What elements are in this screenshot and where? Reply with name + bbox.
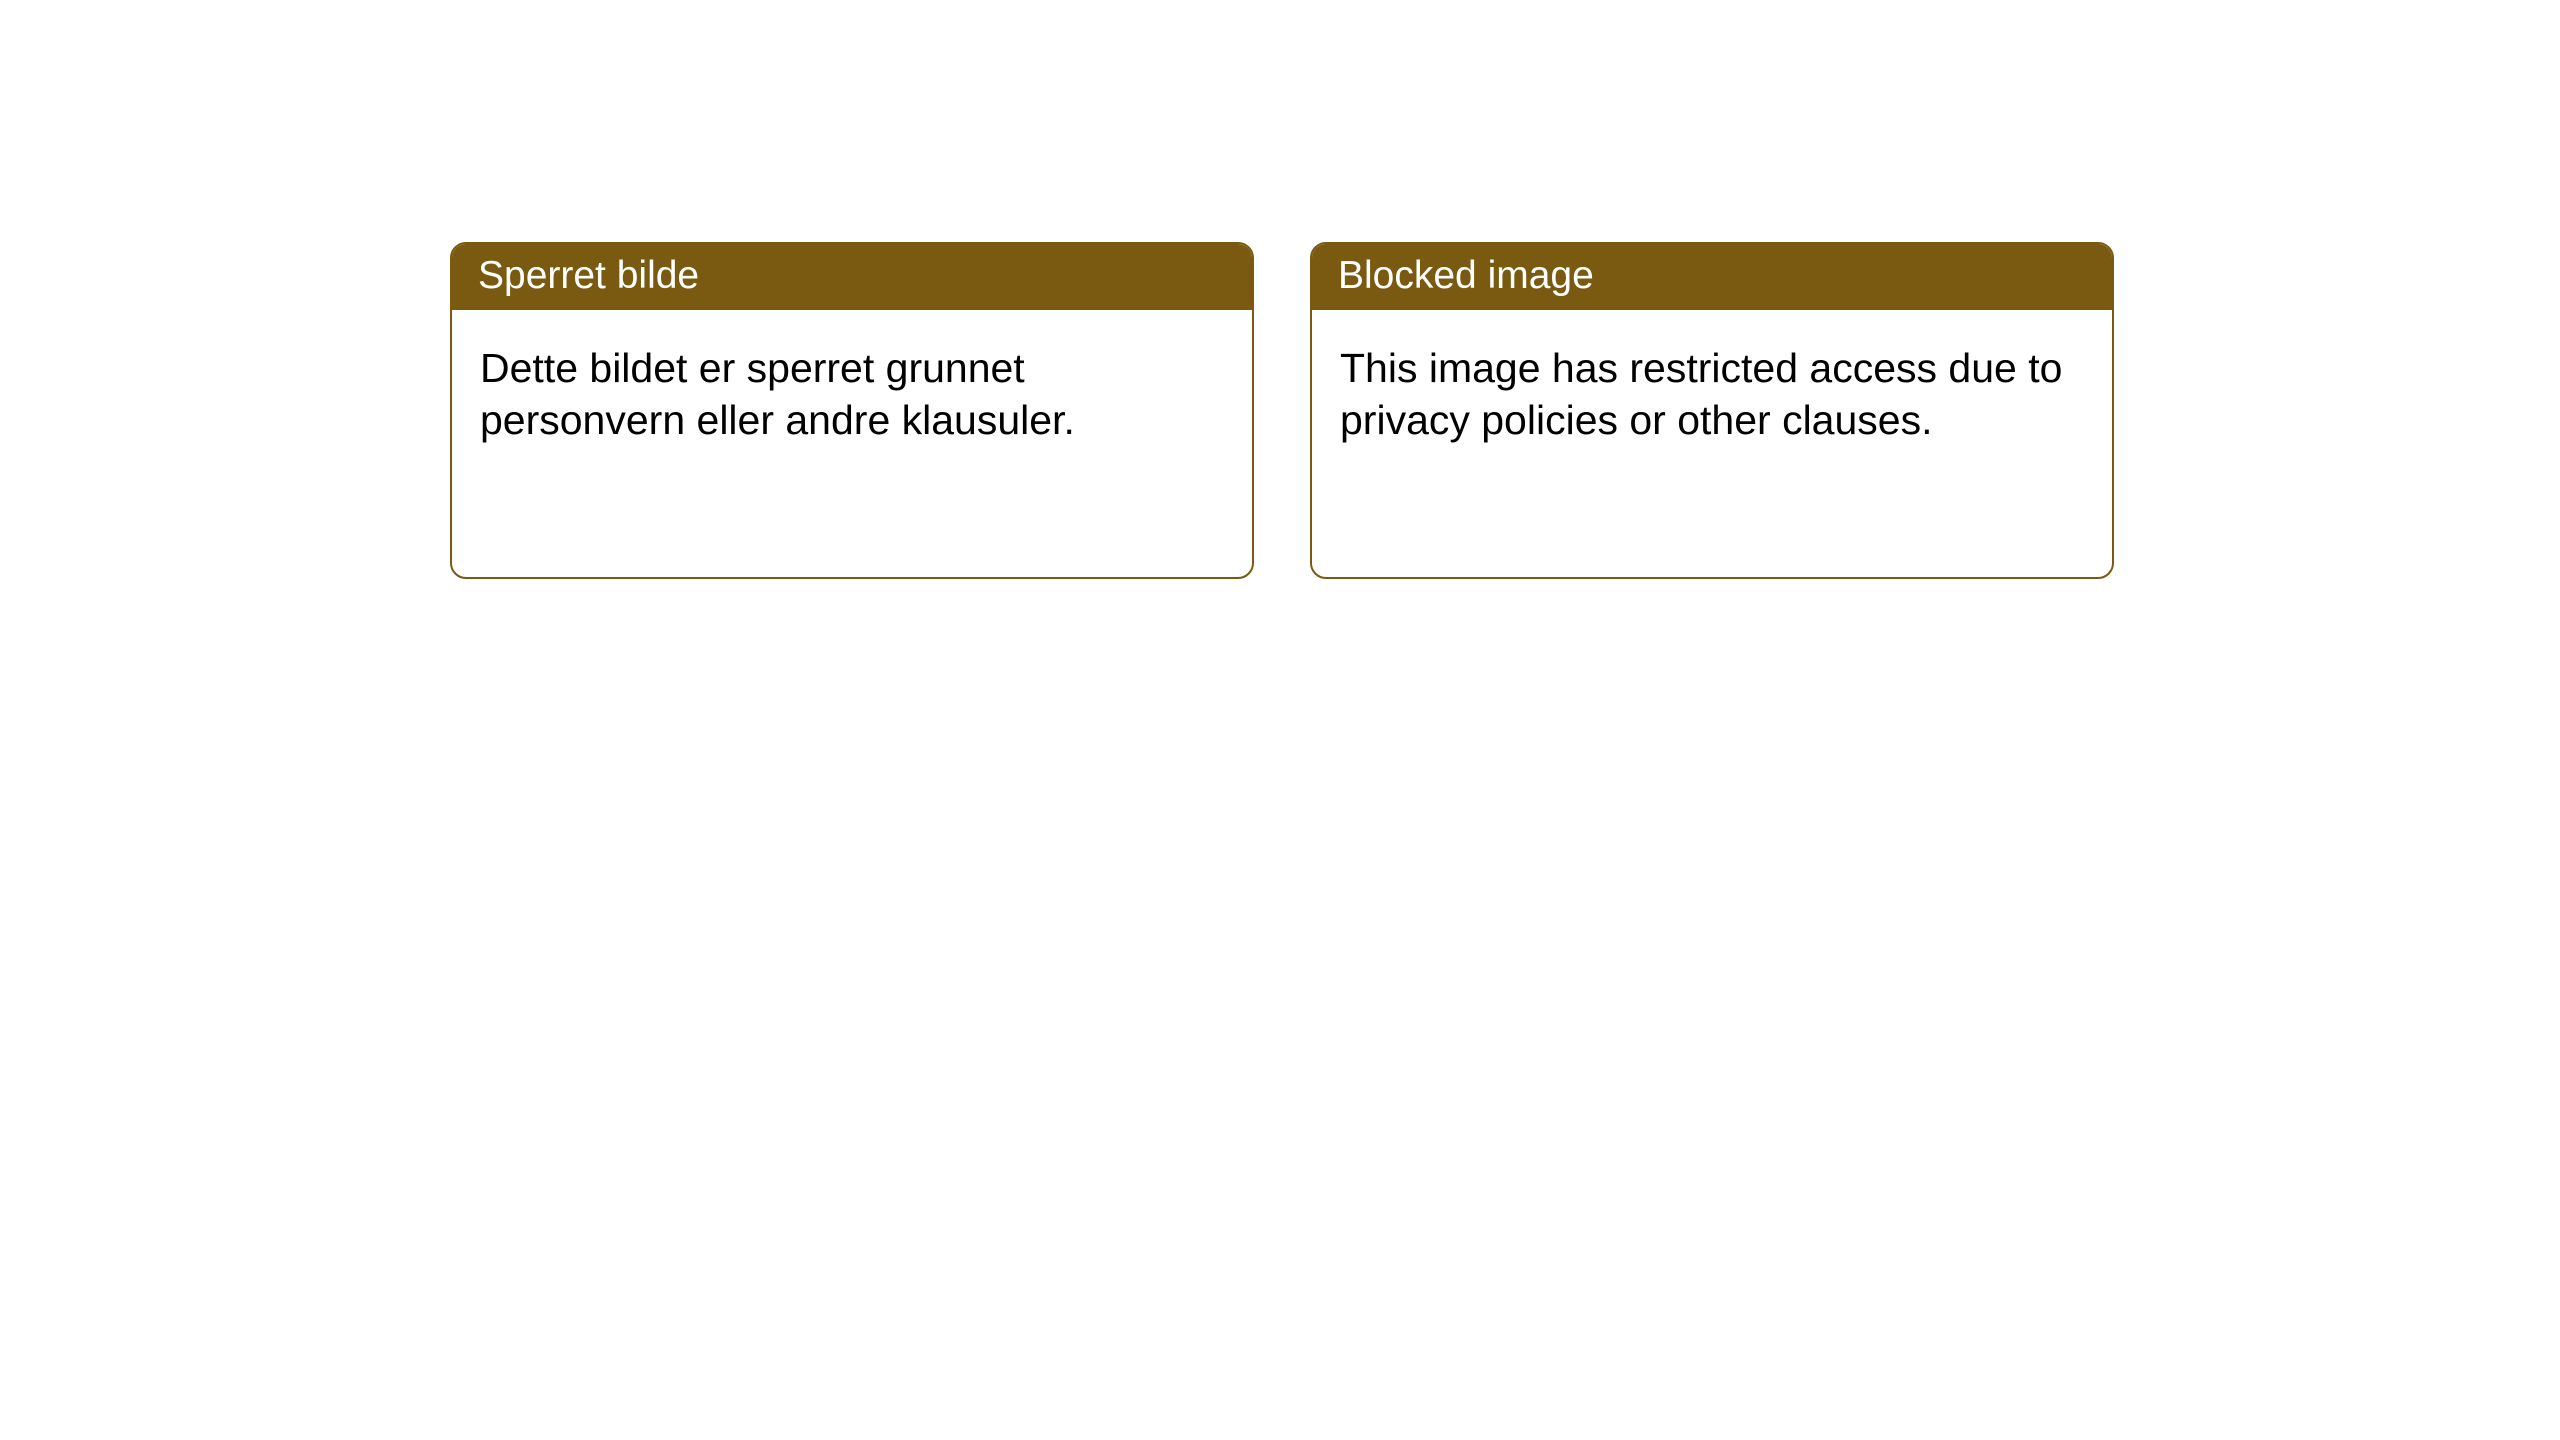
card-body-text: Dette bildet er sperret grunnet personve… xyxy=(480,345,1075,443)
card-header: Sperret bilde xyxy=(452,244,1252,310)
notice-card-norwegian: Sperret bilde Dette bildet er sperret gr… xyxy=(450,242,1254,579)
card-title: Blocked image xyxy=(1338,254,1594,297)
card-header: Blocked image xyxy=(1312,244,2112,310)
card-title: Sperret bilde xyxy=(478,254,699,297)
notice-card-english: Blocked image This image has restricted … xyxy=(1310,242,2114,579)
notice-cards-container: Sperret bilde Dette bildet er sperret gr… xyxy=(0,0,2560,579)
card-body-text: This image has restricted access due to … xyxy=(1340,345,2062,443)
card-body: This image has restricted access due to … xyxy=(1312,310,2112,475)
card-body: Dette bildet er sperret grunnet personve… xyxy=(452,310,1252,475)
